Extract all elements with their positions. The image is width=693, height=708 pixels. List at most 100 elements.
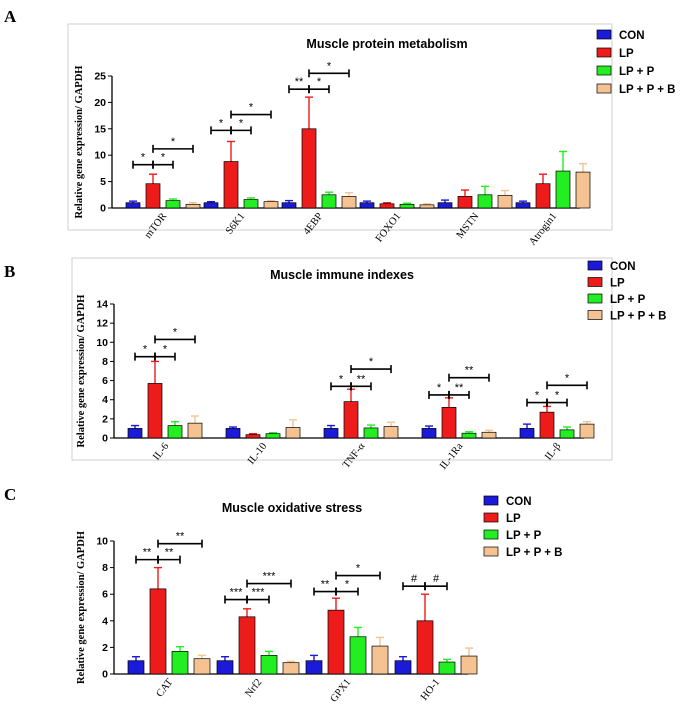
bar — [281, 202, 297, 209]
category-label: HO-1 — [419, 677, 442, 703]
y-axis-label: Relative gene expression/ GAPDH — [74, 66, 85, 219]
bar — [216, 660, 234, 675]
bar — [481, 431, 497, 439]
y-tick-label: 4 — [102, 615, 108, 627]
bar — [539, 411, 555, 439]
significance-bracket: *** — [224, 587, 248, 604]
significance-bracket: * — [350, 356, 392, 374]
legend-swatch — [596, 29, 612, 40]
bar — [187, 422, 203, 439]
panel-letter: B — [4, 262, 15, 281]
bar — [383, 426, 399, 439]
bar — [555, 170, 571, 209]
significance-bracket: * — [308, 60, 350, 78]
significance-bracket: * — [546, 372, 588, 390]
significance-bracket: * — [132, 152, 154, 169]
y-tick-label: 0 — [100, 203, 106, 215]
y-tick-label: 12 — [96, 318, 108, 330]
bar — [185, 203, 201, 209]
panel-letter: C — [4, 485, 16, 504]
category-label: IL-1Ra — [438, 441, 466, 472]
bar — [223, 161, 239, 209]
category-label: Atrogin1 — [527, 211, 559, 248]
significance-bracket: *** — [246, 587, 270, 604]
bar — [125, 202, 141, 209]
significance-bracket: * — [335, 579, 359, 596]
bar — [321, 194, 337, 209]
legend-label: CON — [506, 496, 532, 508]
bar — [371, 645, 389, 675]
category-label: CAT — [154, 677, 175, 700]
bar — [535, 183, 551, 209]
legend-swatch — [587, 310, 603, 320]
significance-bracket: * — [526, 390, 548, 407]
y-tick-label: 8 — [102, 356, 108, 368]
bar — [575, 171, 591, 209]
significance-bracket: ** — [157, 531, 203, 548]
significance-bracket: ** — [135, 547, 159, 564]
bar — [421, 428, 437, 439]
significance-label: # — [433, 573, 440, 585]
legend-swatch — [483, 495, 499, 506]
bar — [579, 423, 595, 439]
significance-bracket: * — [230, 102, 272, 119]
legend-swatch — [587, 293, 603, 304]
chart-title: Muscle protein metabolism — [306, 37, 467, 51]
significance-label: * — [327, 60, 332, 72]
significance-bracket: # — [424, 573, 448, 591]
significance-bracket: * — [210, 117, 232, 135]
significance-bracket: ** — [288, 76, 310, 94]
significance-bracket: * — [134, 344, 156, 361]
significance-label: * — [437, 382, 442, 394]
significance-label: * — [369, 356, 374, 368]
legend-label: CON — [619, 30, 645, 42]
significance-bracket: ** — [157, 547, 181, 564]
y-tick-label: 0 — [102, 433, 108, 445]
bar — [260, 655, 278, 675]
legend-label: LP + P + B — [506, 547, 562, 559]
bar — [149, 588, 167, 675]
bar — [301, 128, 317, 209]
bar — [438, 661, 456, 675]
significance-bracket: ** — [350, 373, 372, 391]
significance-label: # — [411, 573, 418, 585]
y-tick-label: 6 — [102, 375, 108, 387]
bar — [497, 194, 513, 209]
bar — [515, 202, 531, 209]
significance-bracket: * — [154, 344, 176, 361]
significance-label: *** — [263, 571, 277, 583]
panel-frame — [67, 23, 613, 231]
category-label: FOXO1 — [374, 211, 404, 244]
bar — [349, 636, 367, 675]
y-tick-label: 25 — [94, 71, 106, 83]
bar — [127, 428, 143, 439]
significance-bracket: * — [330, 373, 352, 391]
significance-label: ** — [176, 531, 185, 543]
y-tick-label: 15 — [94, 123, 106, 135]
significance-label: *** — [252, 587, 266, 599]
significance-label: * — [356, 563, 361, 575]
panel-letter: A — [4, 7, 17, 26]
legend-swatch — [483, 512, 499, 523]
category-label: 4EBP — [302, 211, 326, 237]
bar — [265, 433, 281, 439]
significance-label: * — [535, 390, 540, 402]
significance-bracket: * — [308, 76, 330, 94]
significance-label: * — [249, 102, 254, 114]
significance-label: * — [239, 117, 244, 129]
y-tick-label: 2 — [102, 642, 108, 654]
bar — [127, 660, 145, 675]
significance-bracket: ** — [448, 382, 470, 399]
bar — [165, 200, 181, 209]
panel-C: C Muscle oxidative stress 0 2 4 6 8 10 Relative … — [4, 485, 562, 705]
legend-swatch — [596, 65, 612, 76]
legend-swatch — [587, 260, 603, 271]
significance-label: * — [219, 117, 224, 129]
bar — [519, 428, 535, 439]
y-tick-label: 10 — [96, 536, 108, 548]
y-tick-label: 10 — [96, 337, 108, 349]
legend-swatch — [596, 83, 612, 94]
bar — [282, 662, 300, 675]
significance-label: ** — [165, 547, 174, 559]
significance-label: * — [173, 326, 178, 338]
